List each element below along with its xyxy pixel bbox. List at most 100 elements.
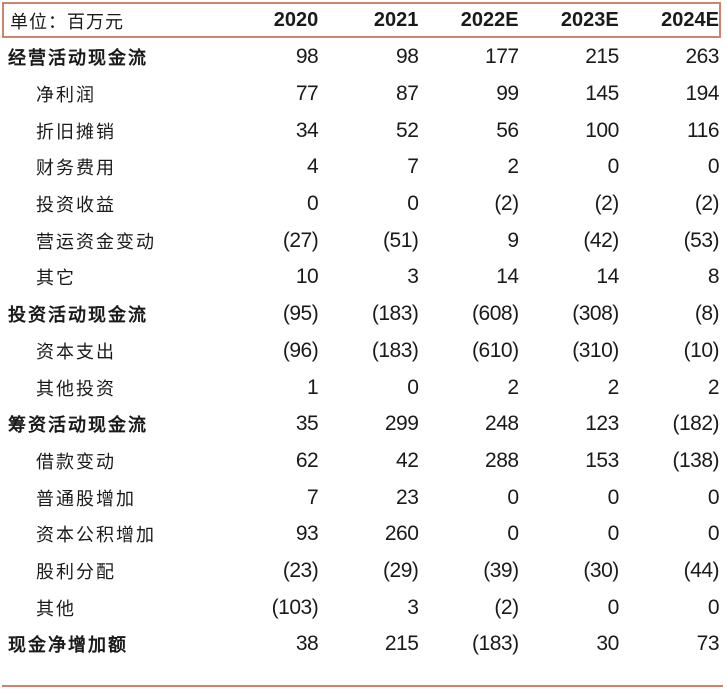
value-cell: 215 — [384, 632, 419, 656]
value-cell: 153 — [585, 448, 619, 472]
value-cell: 30 — [596, 632, 619, 656]
value-cell: (308) — [572, 302, 619, 326]
row-label: 净利润 — [36, 85, 96, 107]
value-cell: 8 — [707, 265, 720, 289]
value-cell: 0 — [407, 192, 419, 216]
value-cell: (42) — [583, 228, 619, 252]
value-cell: 56 — [496, 118, 519, 142]
value-cell: 0 — [707, 595, 720, 619]
value-cell: 7 — [407, 155, 419, 179]
value-cell: 0 — [407, 375, 419, 399]
value-cell: 299 — [384, 412, 419, 436]
row-label: 财务费用 — [36, 158, 116, 180]
row-label: 其他 — [36, 598, 76, 620]
value-cell: 0 — [507, 522, 519, 546]
value-cell: 100 — [585, 118, 619, 142]
section-label: 投资活动现金流 — [8, 305, 148, 327]
value-cell: 0 — [707, 485, 720, 509]
value-cell: 87 — [396, 82, 419, 106]
table-row: 财务费用 4 7 2 0 0 — [2, 149, 723, 186]
header-row: 单位：百万元 2020 2021 2022E 2023E 2024E — [2, 2, 723, 39]
table-body: 经营活动现金流 98 98 177 215 263 净利润 77 87 99 145 194 折旧摊销 3… — [2, 39, 723, 663]
value-cell: 62 — [295, 448, 319, 472]
value-cell: 35 — [295, 412, 319, 436]
table-row: 资本公积增加 93 260 0 0 0 — [2, 516, 723, 553]
row-label: 其他投资 — [36, 378, 116, 400]
value-cell: (610) — [472, 338, 519, 362]
value-cell: (2) — [494, 595, 519, 619]
section-row: 经营活动现金流 98 98 177 215 263 — [2, 39, 723, 76]
value-cell: (96) — [282, 338, 319, 362]
cash-flow-table: 单位：百万元 2020 2021 2022E 2023E 2024E 经营活动现… — [2, 2, 723, 663]
value-cell: 0 — [507, 485, 519, 509]
value-cell: 99 — [496, 82, 519, 106]
value-cell: 77 — [295, 82, 319, 106]
value-cell: 0 — [607, 522, 620, 546]
year-header: 2024E — [661, 9, 719, 31]
value-cell: 260 — [384, 522, 419, 546]
year-header: 2022E — [460, 9, 519, 31]
table-row: 投资收益 0 0 (2) (2) (2) — [2, 186, 723, 223]
row-label: 股利分配 — [36, 561, 116, 583]
row-label: 普通股增加 — [36, 488, 136, 510]
table-row: 普通股增加 7 23 0 0 0 — [2, 479, 723, 516]
value-cell: (182) — [672, 412, 719, 436]
value-cell: 123 — [585, 412, 619, 436]
value-cell: (39) — [483, 558, 519, 582]
value-cell: 263 — [685, 45, 719, 69]
table-row: 借款变动 62 42 288 153 (138) — [2, 443, 723, 480]
value-cell: 177 — [485, 45, 519, 69]
year-header: 2020 — [273, 9, 319, 31]
header-row-border — [2, 2, 721, 38]
value-cell: 3 — [407, 595, 419, 619]
value-cell: 0 — [607, 485, 620, 509]
year-header: 2021 — [373, 9, 419, 31]
unit-label: 单位：百万元 — [10, 11, 124, 33]
row-label: 投资收益 — [36, 195, 116, 217]
table-row: 其他投资 1 0 2 2 2 — [2, 369, 723, 406]
value-cell: 116 — [687, 118, 719, 142]
value-cell: 14 — [596, 265, 619, 289]
table-row: 折旧摊销 34 52 56 100 116 — [2, 112, 723, 149]
row-label: 营运资金变动 — [36, 231, 156, 253]
row-label: 资本支出 — [36, 341, 116, 363]
value-cell: 2 — [607, 375, 620, 399]
value-cell: 0 — [307, 192, 319, 216]
table-row: 其它 10 3 14 14 8 — [2, 259, 723, 296]
value-cell: (2) — [694, 192, 720, 216]
value-cell: (23) — [282, 558, 319, 582]
value-cell: (29) — [383, 558, 419, 582]
value-cell: 38 — [295, 632, 319, 656]
value-cell: 0 — [607, 595, 620, 619]
value-cell: (27) — [282, 228, 319, 252]
table-row: 股利分配 (23) (29) (39) (30) (44) — [2, 553, 723, 590]
value-cell: 248 — [485, 412, 519, 436]
value-cell: (30) — [583, 558, 619, 582]
value-cell: (103) — [271, 595, 319, 619]
value-cell: 215 — [585, 45, 619, 69]
value-cell: (51) — [383, 228, 419, 252]
section-label: 现金净增加额 — [8, 635, 128, 657]
value-cell: (10) — [683, 338, 720, 362]
row-label: 资本公积增加 — [36, 525, 156, 547]
value-cell: 34 — [295, 118, 319, 142]
value-cell: 288 — [485, 448, 519, 472]
value-cell: 3 — [407, 265, 419, 289]
table-row: 净利润 77 87 99 145 194 — [2, 76, 723, 113]
section-label: 筹资活动现金流 — [8, 415, 148, 437]
value-cell: 10 — [295, 265, 319, 289]
value-cell: (2) — [494, 192, 519, 216]
value-cell: 9 — [507, 228, 519, 252]
table-row: 其他 (103) 3 (2) 0 0 — [2, 589, 723, 626]
value-cell: 2 — [507, 375, 519, 399]
value-cell: 0 — [607, 155, 620, 179]
value-cell: (8) — [694, 302, 720, 326]
bottom-rule — [2, 685, 723, 687]
section-row: 投资活动现金流 (95) (183) (608) (308) (8) — [2, 296, 723, 333]
value-cell: 73 — [696, 632, 720, 656]
value-cell: 7 — [307, 485, 319, 509]
section-label: 经营活动现金流 — [8, 48, 148, 70]
section-row: 筹资活动现金流 35 299 248 123 (182) — [2, 406, 723, 443]
value-cell: (608) — [472, 302, 519, 326]
